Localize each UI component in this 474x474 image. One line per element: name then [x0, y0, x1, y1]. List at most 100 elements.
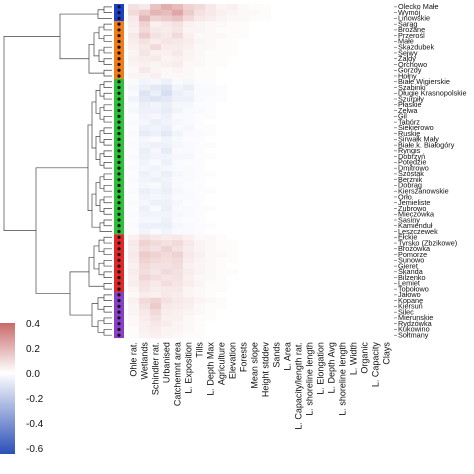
heatmap-cell [315, 217, 327, 224]
heatmap-cell [249, 217, 261, 224]
heatmap-cell [183, 84, 195, 91]
heatmap-cell [238, 274, 250, 281]
heatmap-cell [271, 176, 283, 183]
heatmap-cell [359, 130, 371, 137]
cluster-dot [117, 80, 121, 84]
heatmap-cell [315, 153, 327, 160]
heatmap-cell [348, 55, 360, 62]
cluster-dot [117, 218, 121, 222]
heatmap-cell [348, 292, 360, 299]
heatmap-cell [271, 38, 283, 45]
heatmap-cell [293, 217, 305, 224]
heatmap-cell [293, 101, 305, 108]
heatmap-cell [282, 4, 294, 11]
heatmap-cell [249, 159, 261, 166]
heatmap-cell [194, 136, 206, 143]
heatmap-cell [194, 251, 206, 258]
heatmap-cell [315, 101, 327, 108]
heatmap-cell [260, 21, 272, 28]
heatmap-cell [315, 113, 327, 120]
heatmap-cell [205, 67, 217, 74]
cluster-dot [117, 183, 121, 188]
heatmap-cell [293, 153, 305, 160]
heatmap-cell [271, 234, 283, 241]
heatmap-cell [271, 142, 283, 149]
heatmap-cell [172, 84, 184, 91]
heatmap-cell [249, 96, 261, 103]
heatmap-cell [128, 182, 140, 189]
heatmap-cell [260, 101, 272, 108]
heatmap-cell [249, 280, 261, 287]
row-label: Sasiny [398, 215, 420, 224]
cluster-dot [117, 85, 121, 90]
heatmap-cell [183, 96, 195, 103]
heatmap-cell [183, 101, 195, 108]
heatmap-cell [227, 263, 239, 270]
heatmap-cell [139, 61, 151, 68]
heatmap-cell [216, 171, 228, 178]
heatmap-cell [337, 55, 349, 62]
heatmap-cell [381, 320, 393, 327]
heatmap-cell [271, 274, 283, 281]
heatmap-cell [271, 124, 283, 132]
heatmap-cell [326, 188, 338, 195]
heatmap-cell [172, 320, 184, 327]
heatmap-cell [293, 309, 305, 316]
heatmap-cell [139, 136, 151, 143]
heatmap-cell [315, 228, 327, 235]
heatmap-cell [172, 90, 184, 97]
heatmap-cell [370, 55, 382, 62]
heatmap-cell [337, 182, 349, 189]
heatmap-cell [293, 119, 305, 126]
heatmap-cell [359, 286, 371, 293]
heatmap-cell [172, 217, 184, 224]
heatmap-cell [194, 286, 206, 293]
cluster-band [114, 21, 124, 79]
heatmap-cell [238, 217, 250, 224]
heatmap-cell [337, 32, 349, 39]
heatmap-cell [304, 142, 316, 149]
heatmap-cell [326, 15, 338, 22]
heatmap-cell [238, 194, 250, 201]
heatmap-cell [271, 286, 283, 293]
row-label: Jałowo [398, 290, 421, 299]
heatmap-cell [304, 124, 316, 132]
heatmap-cell [348, 171, 360, 178]
heatmap-cell [128, 234, 140, 241]
heatmap-cell [282, 73, 294, 80]
heatmap-cell [370, 194, 382, 201]
heatmap-cell [216, 286, 228, 293]
heatmap-cell [139, 38, 151, 45]
heatmap-cell [238, 32, 250, 39]
heatmap-cell [370, 101, 382, 108]
heatmap-cell [205, 84, 217, 91]
heatmap-cell [260, 44, 272, 51]
heatmap-cell [326, 315, 338, 322]
heatmap-cell [370, 211, 382, 218]
heatmap-cell [183, 217, 195, 224]
heatmap-cell [216, 4, 228, 11]
heatmap-cell [205, 251, 217, 258]
heatmap-cell [227, 148, 239, 155]
heatmap-cell [238, 21, 250, 28]
heatmap-cell [304, 153, 316, 160]
row-label: Skazdubek [398, 43, 434, 52]
heatmap-cell [359, 113, 371, 120]
heatmap-cell [172, 315, 184, 322]
heatmap-cell [194, 309, 206, 316]
heatmap-cell [260, 15, 272, 22]
dendrogram-branch [103, 236, 112, 244]
heatmap-cell [172, 130, 184, 137]
heatmap-cell [205, 240, 217, 247]
heatmap-cell [205, 142, 217, 149]
heatmap-cell [326, 292, 338, 299]
heatmap-cell [194, 27, 206, 34]
heatmap-cell [205, 332, 217, 339]
heatmap-cell [161, 113, 173, 120]
heatmap-cell [205, 274, 217, 281]
heatmap-cell [271, 228, 283, 235]
heatmap-cell [315, 199, 327, 206]
heatmap-cell [128, 159, 140, 166]
heatmap-cell [205, 245, 217, 252]
heatmap-cell [194, 78, 206, 85]
